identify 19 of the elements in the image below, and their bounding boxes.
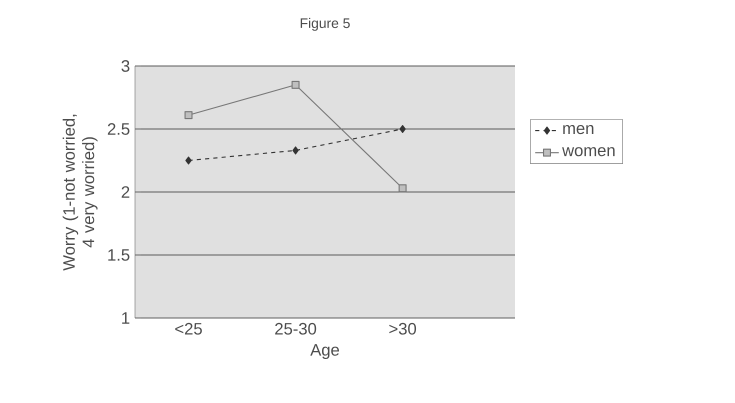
x-tick-label: >30	[389, 322, 416, 335]
point	[292, 80, 300, 89]
x-tick-label: 25-30	[275, 322, 316, 335]
y-tick-label: 2	[122, 186, 130, 198]
point	[398, 184, 407, 192]
chart-title: Figure 5	[300, 18, 350, 31]
point	[292, 146, 299, 154]
legend-label: women	[562, 147, 615, 156]
legend-label: men	[563, 125, 594, 134]
y-tick-label: 3	[122, 60, 130, 72]
point	[399, 124, 406, 134]
y-axis-title: Worry (1-not worried, 4 very worried)	[62, 114, 98, 271]
point	[185, 156, 192, 165]
x-axis-title: Age	[310, 344, 340, 360]
y-tick-label: 1.5	[108, 249, 130, 261]
y-tick-label: 1	[122, 312, 130, 324]
x-tick-label: <25	[175, 322, 202, 335]
point	[184, 111, 193, 120]
y-tick-label: 2.5	[108, 123, 130, 135]
